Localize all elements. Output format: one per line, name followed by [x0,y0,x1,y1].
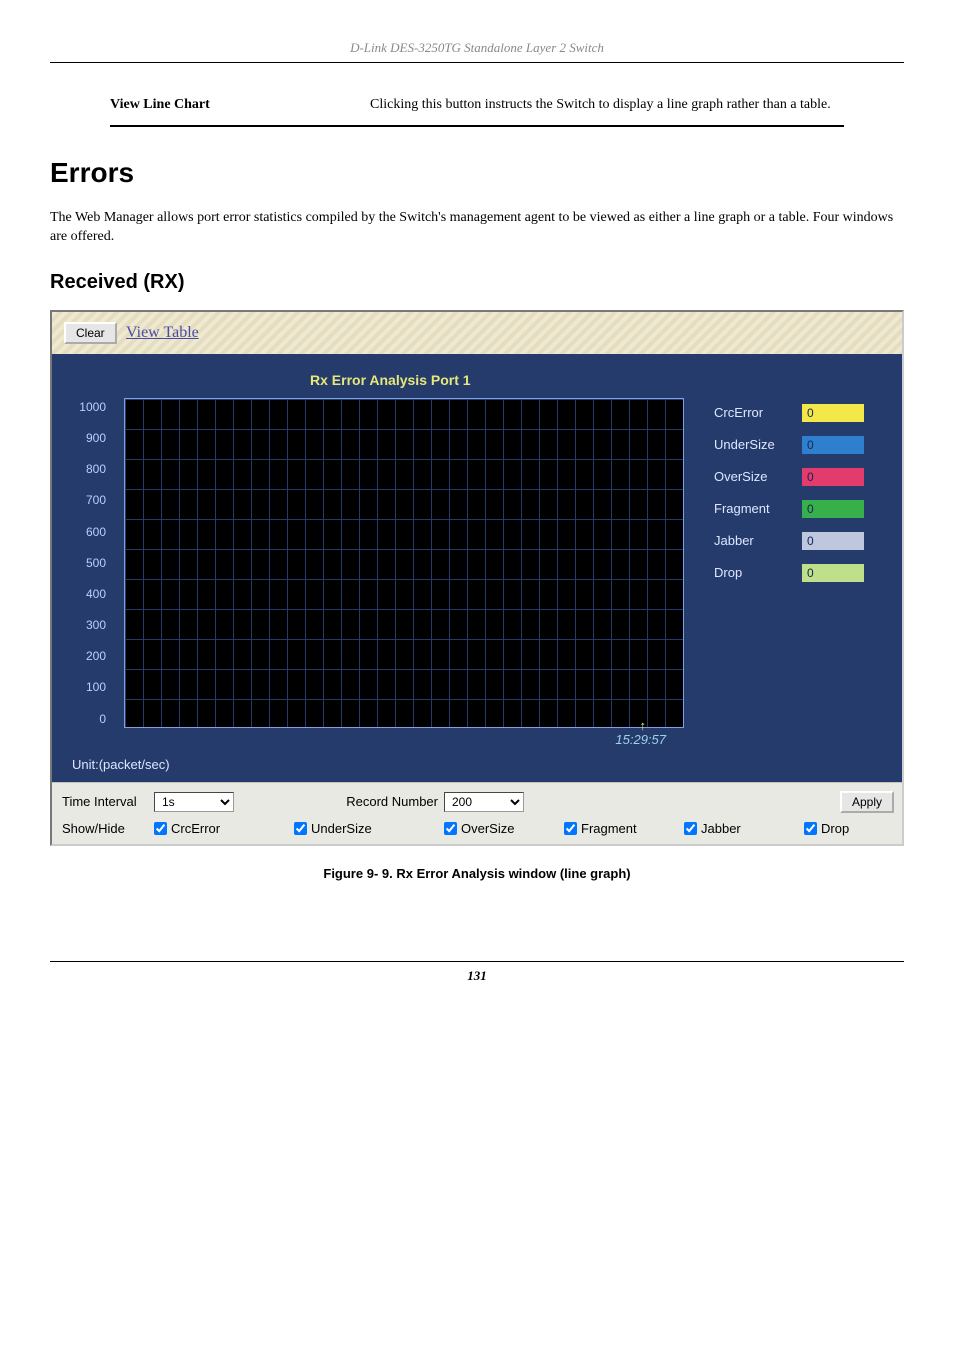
cbx-undersize[interactable] [294,822,307,835]
legend-label: Drop [714,565,792,580]
legend-label: Fragment [714,501,792,516]
legend-label: UnderSize [714,437,792,452]
time-interval-label: Time Interval [62,794,154,809]
rx-error-window: Clear View Table Rx Error Analysis Port … [50,310,904,846]
record-number-label: Record Number [294,794,444,809]
doc-header: D-Link DES-3250TG Standalone Layer 2 Swi… [50,40,904,63]
legend-swatch: 0 [802,532,864,550]
cbx-crcerror-label: CrcError [171,821,220,836]
definition-text: Clicking this button instructs the Switc… [370,97,844,113]
legend-label: CrcError [714,405,792,420]
legend-row: CrcError 0 [714,404,864,422]
intro-paragraph: The Web Manager allows port error statis… [50,209,904,247]
y-tick: 400 [70,587,106,601]
controls-bar: Time Interval 1s Record Number 200 Apply… [52,782,902,844]
definition-row: View Line Chart Clicking this button ins… [110,93,844,127]
legend-swatch: 0 [802,468,864,486]
y-tick: 600 [70,525,106,539]
window-toolbar: Clear View Table [52,312,902,354]
chart-timestamp: 15:29:57 [70,732,666,747]
show-hide-label: Show/Hide [62,821,154,836]
y-tick: 1000 [70,400,106,414]
chart-panel: Rx Error Analysis Port 1 100090080070060… [52,354,902,782]
cbx-fragment-label: Fragment [581,821,637,836]
figure-caption: Figure 9- 9. Rx Error Analysis window (l… [50,866,904,881]
y-tick: 800 [70,462,106,476]
chart-unit-label: Unit:(packet/sec) [72,757,884,772]
cbx-jabber[interactable] [684,822,697,835]
cbx-oversize-label: OverSize [461,821,514,836]
legend-swatch: 0 [802,436,864,454]
page-number: 131 [50,961,904,984]
record-number-select[interactable]: 200 [444,792,524,812]
chart-grid [124,398,684,728]
y-tick: 200 [70,649,106,663]
cbx-crcerror[interactable] [154,822,167,835]
time-interval-select[interactable]: 1s [154,792,234,812]
chart-legend: CrcError0UnderSize0OverSize0Fragment0Jab… [714,404,864,728]
legend-label: OverSize [714,469,792,484]
legend-row: OverSize 0 [714,468,864,486]
chart-title: Rx Error Analysis Port 1 [310,372,884,388]
clear-button[interactable]: Clear [64,322,117,344]
y-tick: 300 [70,618,106,632]
cbx-drop[interactable] [804,822,817,835]
y-tick: 0 [70,712,106,726]
y-tick: 700 [70,493,106,507]
legend-label: Jabber [714,533,792,548]
legend-swatch: 0 [802,500,864,518]
legend-row: Fragment 0 [714,500,864,518]
cbx-fragment[interactable] [564,822,577,835]
legend-row: Jabber 0 [714,532,864,550]
page-title: Errors [50,157,904,189]
cbx-drop-label: Drop [821,821,849,836]
section-title: Received (RX) [50,271,904,294]
y-tick: 900 [70,431,106,445]
view-table-link[interactable]: View Table [126,324,199,341]
legend-swatch: 0 [802,564,864,582]
cbx-jabber-label: Jabber [701,821,741,836]
y-tick: 100 [70,680,106,694]
legend-row: Drop 0 [714,564,864,582]
cbx-oversize[interactable] [444,822,457,835]
cbx-undersize-label: UnderSize [311,821,372,836]
legend-row: UnderSize 0 [714,436,864,454]
definition-label: View Line Chart [110,97,330,113]
y-tick: 500 [70,556,106,570]
legend-swatch: 0 [802,404,864,422]
apply-button[interactable]: Apply [840,791,894,813]
chart-y-axis: 10009008007006005004003002001000 [70,398,106,728]
